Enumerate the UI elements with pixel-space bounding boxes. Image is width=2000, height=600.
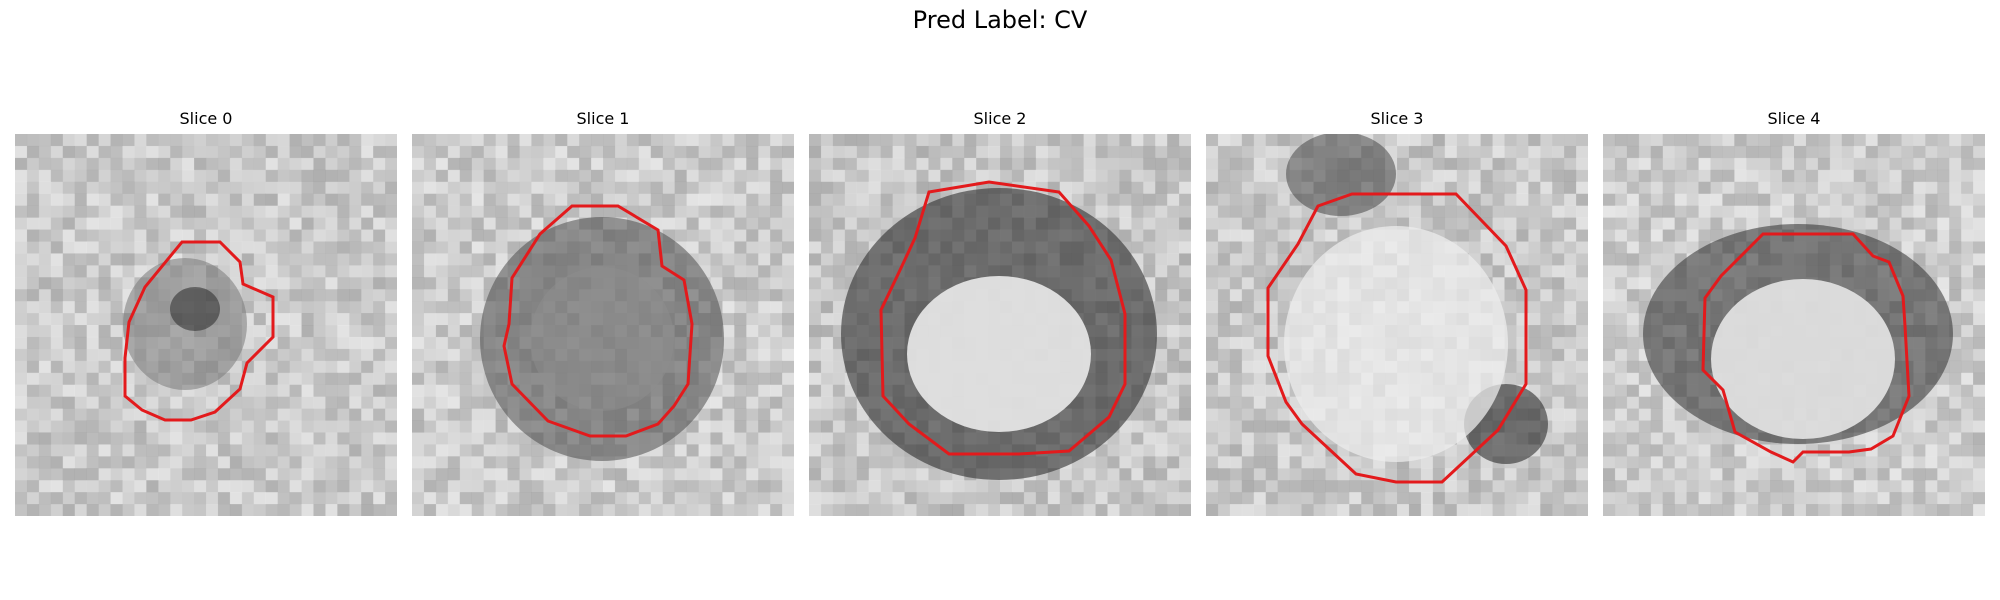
contour-1 bbox=[502, 204, 694, 438]
slice-title-1: Slice 1 bbox=[576, 109, 630, 128]
slice-panel-2: Slice 2 bbox=[809, 108, 1191, 516]
noise-grid bbox=[15, 134, 397, 516]
slice-image-0 bbox=[15, 134, 397, 516]
slice-image-3 bbox=[1206, 134, 1588, 516]
slice-panel-1: Slice 1 bbox=[412, 108, 794, 516]
slice-image-1 bbox=[412, 134, 794, 516]
slice-title-3: Slice 3 bbox=[1370, 109, 1424, 128]
slice-title-0: Slice 0 bbox=[179, 109, 233, 128]
slice-panel-3: Slice 3 bbox=[1206, 108, 1588, 516]
figure-title: Pred Label: CV bbox=[912, 6, 1088, 34]
contour-4 bbox=[1701, 232, 1911, 464]
slice-title-4: Slice 4 bbox=[1767, 109, 1821, 128]
contour-0 bbox=[123, 240, 275, 422]
slice-image-2 bbox=[809, 134, 1191, 516]
contour-2 bbox=[879, 180, 1127, 456]
contour-3 bbox=[1266, 192, 1528, 484]
slice-title-2: Slice 2 bbox=[973, 109, 1027, 128]
slice-panel-4: Slice 4 bbox=[1603, 108, 1985, 516]
slice-panel-0: Slice 0 bbox=[15, 108, 397, 516]
slice-image-4 bbox=[1603, 134, 1985, 516]
